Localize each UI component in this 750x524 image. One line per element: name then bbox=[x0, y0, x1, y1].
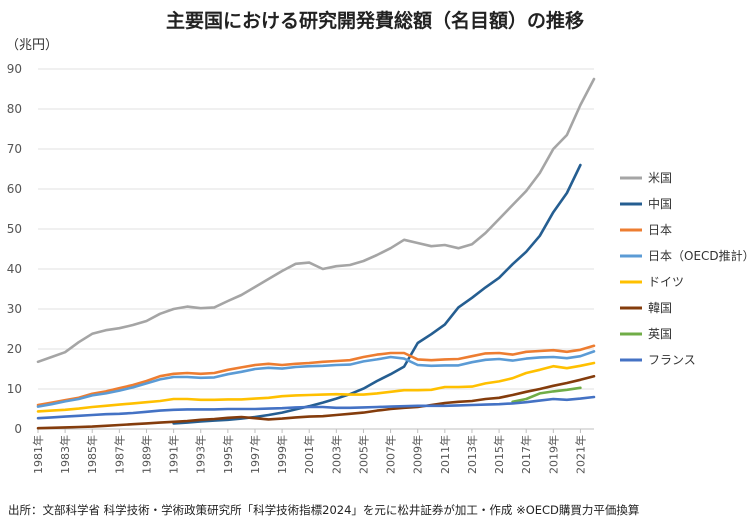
axes: 0 10 20 30 40 50 60 70 80 90 1981年 1983年 1985年 1987年 1… bbox=[7, 62, 588, 474]
x-tick-label: 2001年 bbox=[302, 435, 316, 474]
x-tick-label: 2017年 bbox=[519, 435, 533, 474]
series-line-7 bbox=[36, 395, 596, 420]
x-tick-label: 1989年 bbox=[139, 435, 153, 474]
x-tick-label: 1987年 bbox=[112, 435, 126, 474]
legend-label: 米国 bbox=[648, 171, 672, 185]
series-line-1 bbox=[172, 163, 582, 425]
source-note: 出所：文部科学省 科学技術・学術政策研究所「科学技術指標2024」を元に松井証券… bbox=[8, 503, 640, 517]
series-line-0 bbox=[36, 77, 596, 364]
y-tick-label: 50 bbox=[7, 222, 22, 236]
series-lines bbox=[36, 77, 596, 430]
series-line-4 bbox=[36, 361, 596, 413]
x-tick-label: 2009年 bbox=[411, 435, 425, 474]
y-axis-unit: （兆円） bbox=[6, 38, 59, 53]
chart-title: 主要国における研究開発費総額（名目額）の推移 bbox=[165, 10, 584, 32]
x-tick-label: 2007年 bbox=[384, 435, 398, 474]
x-tick-label: 2011年 bbox=[438, 435, 452, 474]
x-tick-label: 1995年 bbox=[221, 435, 235, 474]
y-tick-label: 20 bbox=[7, 342, 22, 356]
y-tick-label: 90 bbox=[7, 62, 22, 76]
y-tick-label: 0 bbox=[14, 422, 22, 436]
x-tick-label: 1991年 bbox=[167, 435, 181, 474]
x-tick-label: 1981年 bbox=[31, 435, 45, 474]
legend-label: 中国 bbox=[648, 196, 672, 211]
y-tick-label: 40 bbox=[7, 262, 22, 276]
line-chart: 0 10 20 30 40 50 60 70 80 90 1981年 1983年 1985年 1987年 1… bbox=[7, 62, 750, 474]
legend-label: 韓国 bbox=[648, 301, 672, 315]
legend-label: フランス bbox=[648, 353, 696, 367]
series-line-2 bbox=[36, 344, 596, 407]
x-tick-label: 1985年 bbox=[85, 435, 99, 474]
series-line-3 bbox=[36, 350, 596, 408]
gridlines bbox=[38, 68, 594, 430]
x-tick-label: 2019年 bbox=[546, 435, 560, 474]
x-tick-label: 2003年 bbox=[329, 435, 343, 474]
y-tick-label: 10 bbox=[7, 382, 22, 396]
x-tick-label: 1993年 bbox=[194, 435, 208, 474]
y-tick-label: 30 bbox=[7, 302, 22, 316]
x-tick-label: 2013年 bbox=[465, 435, 479, 474]
x-tick-label: 2021年 bbox=[573, 435, 587, 474]
series-line-5 bbox=[36, 374, 596, 430]
legend-label: 日本 bbox=[648, 223, 672, 237]
x-tick-label: 1983年 bbox=[58, 435, 72, 474]
y-tick-label: 80 bbox=[7, 102, 22, 116]
x-tick-label: 2005年 bbox=[356, 435, 370, 474]
y-tick-label: 60 bbox=[7, 182, 22, 196]
legend-label: 日本（OECD推計） bbox=[648, 248, 750, 263]
series-line-6 bbox=[511, 386, 582, 404]
x-tick-label: 2015年 bbox=[492, 435, 506, 474]
x-tick-label: 1999年 bbox=[275, 435, 289, 474]
y-tick-label: 70 bbox=[7, 142, 22, 156]
legend-label: ドイツ bbox=[648, 275, 684, 289]
legend-label: 英国 bbox=[648, 327, 672, 341]
x-tick-label: 1997年 bbox=[248, 435, 262, 474]
